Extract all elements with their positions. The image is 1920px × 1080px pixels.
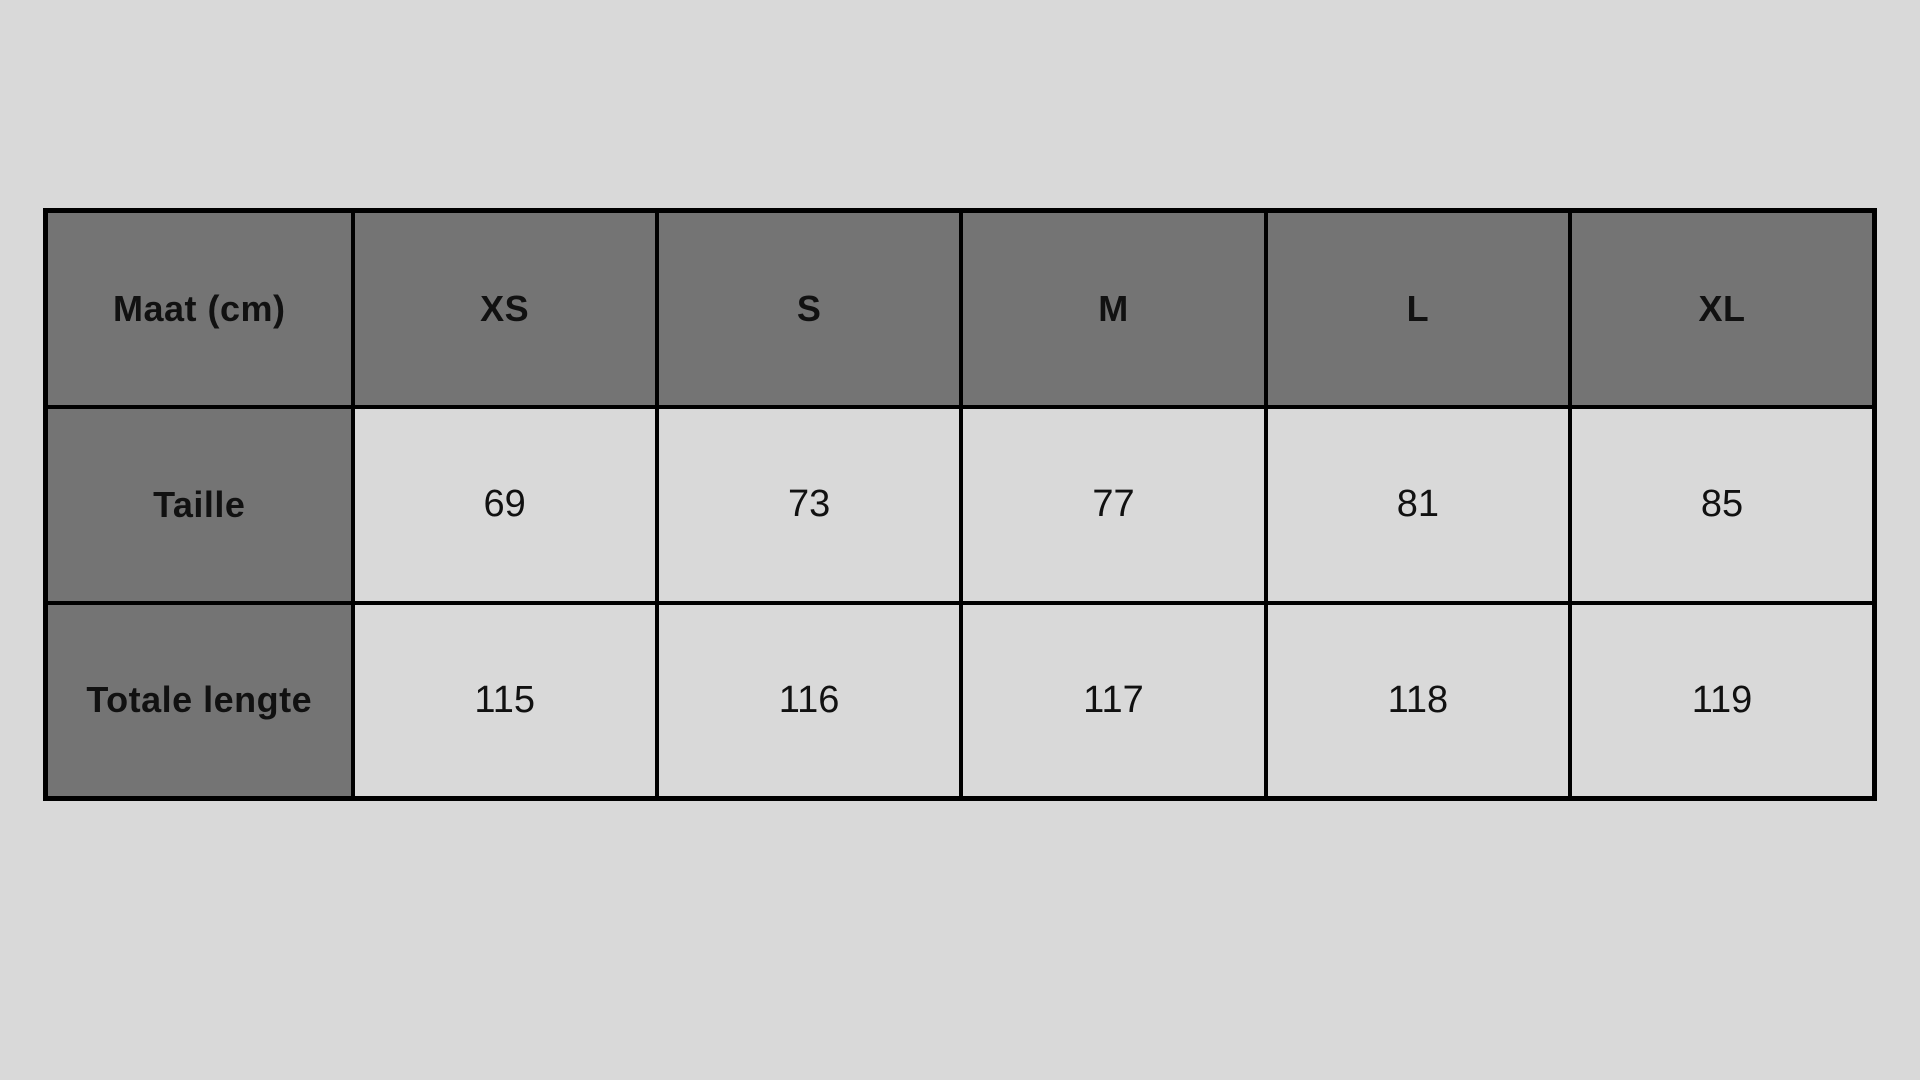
- table-row-totale-lengte: Totale lengte 115 116 117 118 119: [43, 600, 1877, 801]
- cell-taille-xl: 85: [1568, 404, 1877, 605]
- row-header-totale-lengte: Totale lengte: [43, 600, 355, 801]
- cell-taille-s: 73: [654, 404, 964, 605]
- cell-taille-xs: 69: [350, 404, 659, 605]
- column-header-xl: XL: [1568, 208, 1877, 409]
- cell-totale-lengte-xl: 119: [1568, 600, 1877, 801]
- cell-totale-lengte-l: 118: [1263, 600, 1573, 801]
- corner-header-cell: Maat (cm): [43, 208, 355, 409]
- size-chart-table: Maat (cm) XS S M L XL Taille 69 73 77 81…: [43, 208, 1877, 801]
- column-header-m: M: [959, 208, 1268, 409]
- column-header-s: S: [654, 208, 964, 409]
- cell-totale-lengte-xs: 115: [350, 600, 659, 801]
- table-row-taille: Taille 69 73 77 81 85: [43, 404, 1877, 605]
- cell-taille-m: 77: [959, 404, 1268, 605]
- row-header-taille: Taille: [43, 404, 355, 605]
- column-header-l: L: [1263, 208, 1573, 409]
- column-header-xs: XS: [350, 208, 659, 409]
- cell-taille-l: 81: [1263, 404, 1573, 605]
- header-row: Maat (cm) XS S M L XL: [43, 208, 1877, 409]
- cell-totale-lengte-s: 116: [654, 600, 964, 801]
- cell-totale-lengte-m: 117: [959, 600, 1268, 801]
